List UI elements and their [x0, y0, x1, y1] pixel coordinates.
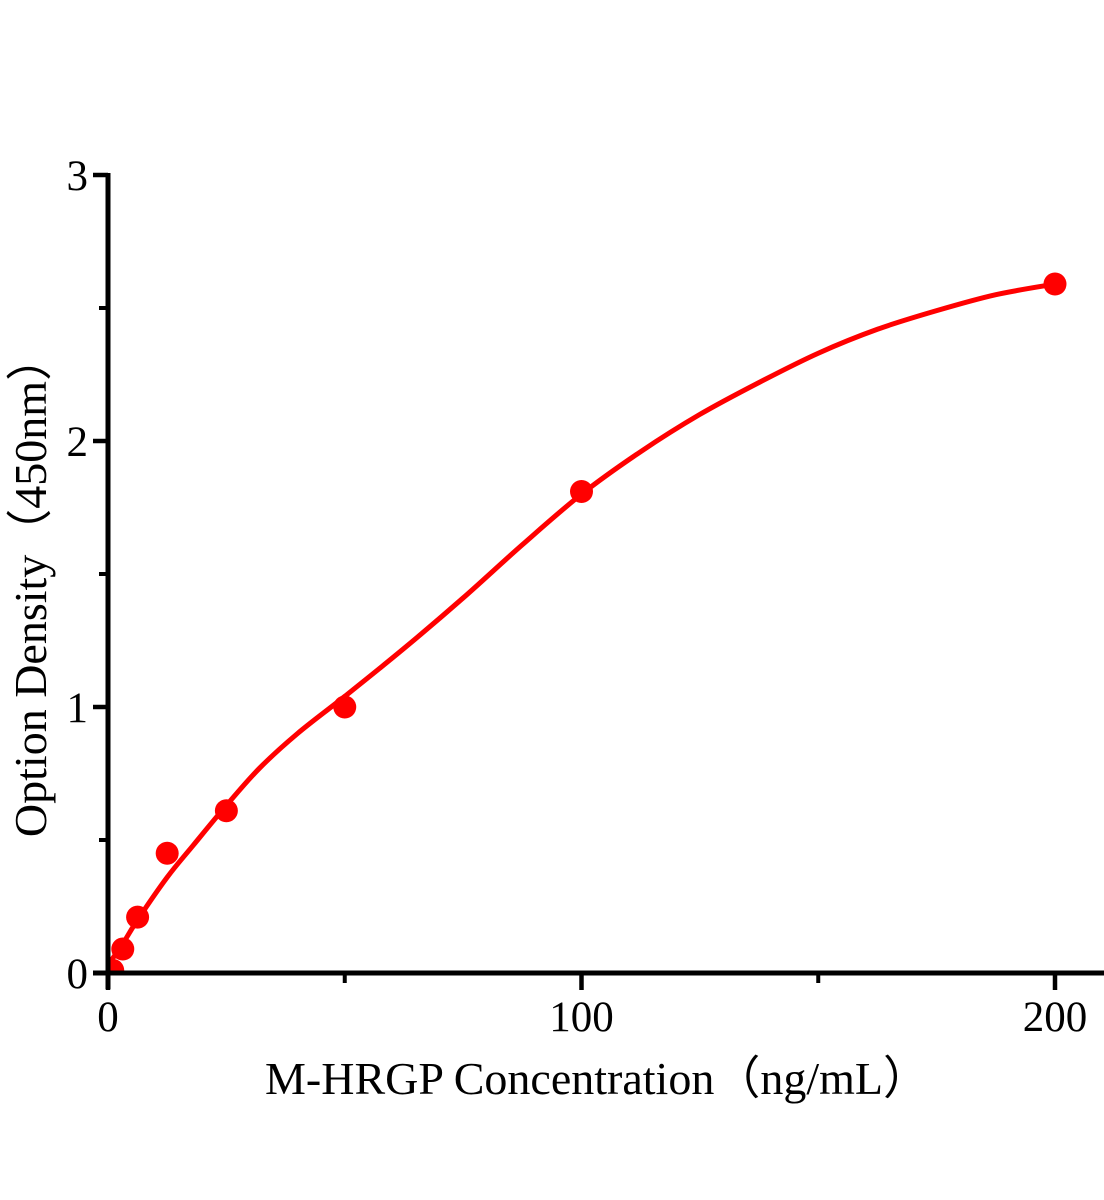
data-point [155, 841, 179, 865]
y-axis-title: Option Density（450nm） [5, 335, 56, 837]
axes: 0 1 2 3 0 100 200 [67, 153, 1104, 1041]
y-tick-label: 1 [67, 685, 89, 732]
x-tick-label: 0 [97, 994, 119, 1041]
data-point [111, 937, 135, 961]
y-tick-label: 3 [67, 153, 89, 200]
data-point [333, 695, 357, 719]
x-tick-label: 200 [1023, 994, 1088, 1041]
x-tick-label: 100 [549, 994, 614, 1041]
data-point [1043, 272, 1067, 296]
y-tick-label: 0 [67, 951, 89, 998]
fit-curve-line [109, 281, 1056, 967]
y-tick-label: 2 [67, 419, 89, 466]
data-point [214, 799, 238, 823]
data-point [109, 958, 125, 973]
data-point [570, 480, 593, 504]
axis-ticks [93, 172, 1058, 990]
data-points [109, 272, 1067, 973]
axis-tick-labels: 0 1 2 3 0 100 200 [67, 153, 1088, 1041]
data-point [126, 905, 150, 929]
x-axis-title: M-HRGP Concentration（ng/mL） [265, 1053, 929, 1104]
